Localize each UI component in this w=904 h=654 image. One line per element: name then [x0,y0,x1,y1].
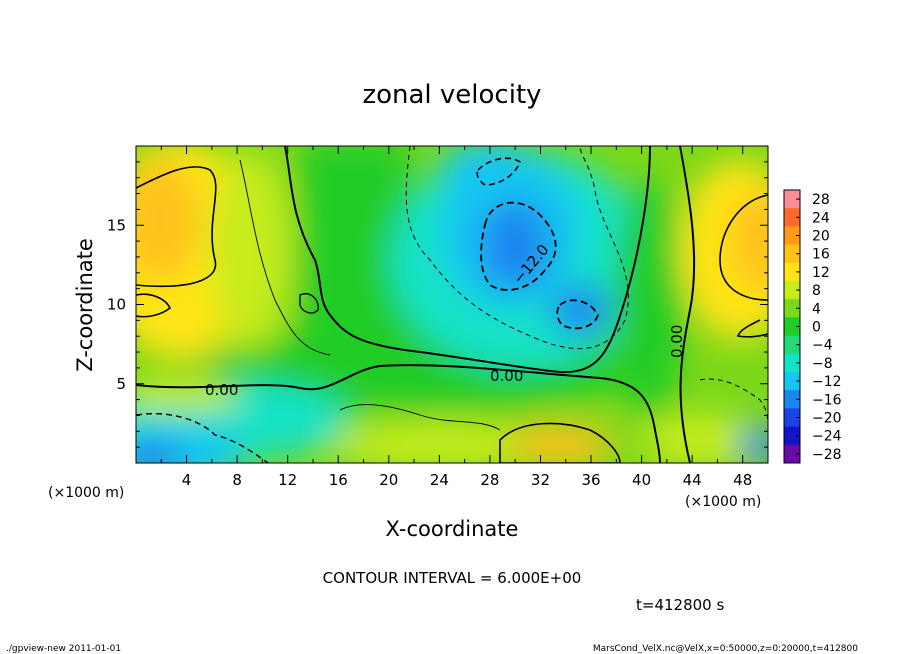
heatmap-blobs [136,146,768,463]
x-tick-label: 44 [683,471,702,489]
contour-interval-text: CONTOUR INTERVAL = 6.000E+00 [323,569,582,587]
footer-left: ./gpview-new 2011-01-01 [6,644,121,654]
colorbar-label: −28 [812,447,842,463]
colorbar-swatch [784,299,800,318]
colorbar-label: −24 [812,429,842,445]
colorbar-swatch [784,444,800,464]
colorbar-swatch [784,390,800,409]
colorbar-swatch [784,408,800,428]
x-axis-label: X-coordinate [386,517,519,541]
x-axis: 4 8 12 16 20 24 28 32 36 40 44 48 [160,146,752,489]
x-tick-label: 16 [329,471,348,489]
colorbar-label: −8 [812,356,833,372]
x-tick-label: 24 [430,471,449,489]
chart-title: zonal velocity [362,80,541,110]
colorbar-swatch [784,190,800,209]
colorbar-swatch [784,262,800,282]
colorbar-swatch [784,208,800,227]
colorbar-label: 20 [812,229,830,245]
colorbar-label: 16 [812,247,830,263]
colorbar-label: 24 [812,210,830,226]
x-tick-label: 28 [480,471,499,489]
colorbar-label: 8 [812,283,821,299]
colorbar: 28 24 20 16 12 8 4 0 −4 −8 −12 −16 −20 −24 −28 [783,189,842,464]
x-tick-label: 20 [379,471,398,489]
colorbar-swatch [784,353,800,373]
y-axis: 5 10 15 [107,161,768,448]
contour-label: 0.00 [490,367,523,385]
x-tick-label: 12 [278,471,297,489]
x-tick-label: 8 [232,471,242,489]
colorbar-swatch [784,317,800,337]
y-tick-label: 10 [107,296,126,314]
colorbar-label: −20 [812,411,842,427]
colorbar-label: 28 [812,192,830,208]
colorbar-swatch [784,426,800,446]
y-tick-label: 5 [116,375,126,393]
x-tick-label: 40 [632,471,651,489]
colorbar-swatch [784,372,800,391]
x-tick-label: 36 [581,471,600,489]
footer-right: MarsCond_VelX.nc@VelX,x=0:50000,z=0:2000… [593,644,858,654]
colorbar-swatch [784,335,800,355]
colorbar-swatch [784,244,800,264]
x-unit-left: (×1000 m) [48,485,124,501]
x-tick-label: 48 [733,471,752,489]
y-axis-label: Z-coordinate [73,238,97,372]
colorbar-swatch [784,226,800,246]
colorbar-swatch [784,281,800,300]
colorbar-label: −4 [812,338,833,354]
colorbar-label: −12 [812,374,842,390]
contour-label: 0.00 [668,325,686,358]
colorbar-label: 12 [812,265,830,281]
contour-lines [136,146,768,463]
x-tick-label: 32 [531,471,550,489]
time-text: t=412800 s [636,596,724,614]
heatmap-field: 0.00 0.00 −12.0 0.00 [136,146,768,463]
x-unit-right: (×1000 m) [685,494,761,510]
colorbar-label: −16 [812,392,842,408]
colorbar-label: 0 [812,320,821,336]
y-tick-label: 15 [107,216,126,234]
x-tick-label: 4 [182,471,192,489]
contour-label: 0.00 [205,381,238,399]
colorbar-label: 4 [812,301,821,317]
